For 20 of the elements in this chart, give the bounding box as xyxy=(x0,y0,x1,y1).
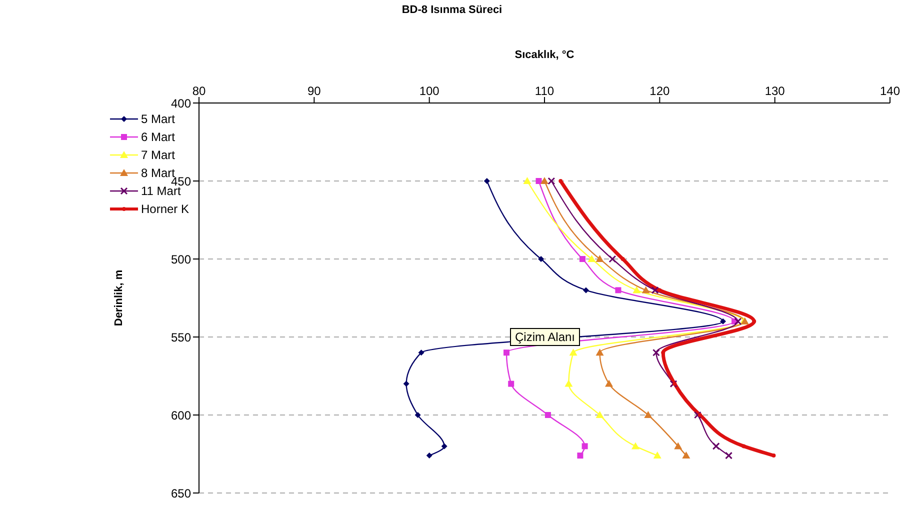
x-tick-label: 100 xyxy=(419,84,440,98)
legend-label: 6 Mart xyxy=(141,129,176,146)
y-tick-label: 400 xyxy=(170,96,192,110)
y-tick-label: 500 xyxy=(170,252,192,266)
y-tick-label: 650 xyxy=(170,486,192,500)
y-axis-title: Derinlik, m xyxy=(112,270,125,326)
x-axis-title: Sıcaklık, °C xyxy=(514,48,574,61)
legend-label: 5 Mart xyxy=(141,111,176,128)
y-tick-label: 600 xyxy=(170,408,192,422)
y-tick-label: 550 xyxy=(170,330,192,344)
x-tick-label: 120 xyxy=(650,84,670,98)
x-tick-label: 130 xyxy=(764,84,786,98)
legend-label: 7 Mart xyxy=(141,147,176,164)
x-tick-label: 80 xyxy=(192,84,206,98)
legend-label: Horner K xyxy=(141,201,190,218)
x-tick-label: 110 xyxy=(534,84,554,98)
chart-title: BD-8 Isınma Süreci xyxy=(400,4,504,16)
x-tick-label: 140 xyxy=(880,84,900,98)
annotation: Çizim Alanı xyxy=(510,328,580,346)
x-tick-label: 90 xyxy=(307,84,322,98)
